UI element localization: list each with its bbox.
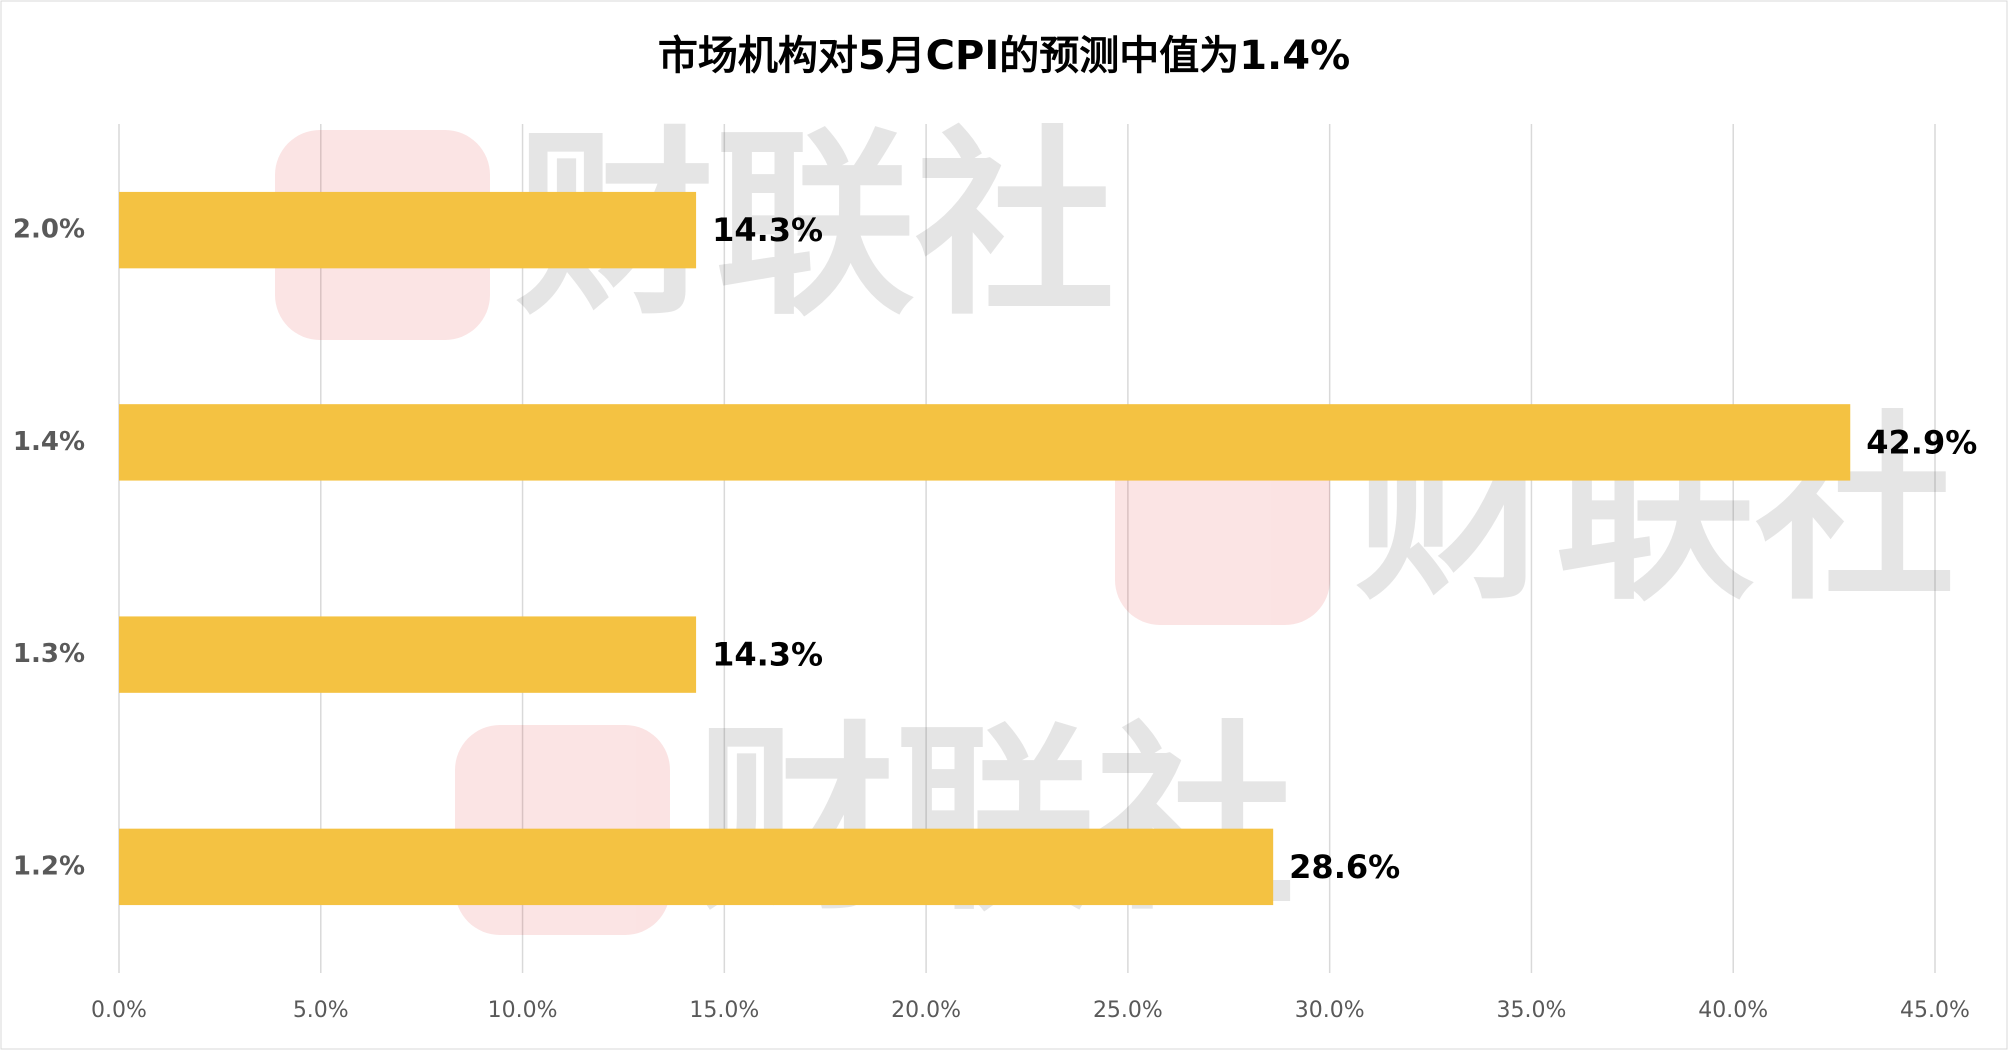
x-tick-label: 10.0% xyxy=(488,998,558,1023)
x-tick-label: 25.0% xyxy=(1093,998,1163,1023)
x-tick-label: 40.0% xyxy=(1698,998,1768,1023)
x-tick-label: 5.0% xyxy=(293,998,349,1023)
bar xyxy=(119,828,1274,906)
chart-title: 市场机构对5月CPI的预测中值为1.4% xyxy=(658,33,1350,79)
y-tick-label: 1.4% xyxy=(13,427,85,457)
x-tick-label: 35.0% xyxy=(1496,998,1566,1023)
x-tick-label: 0.0% xyxy=(91,998,147,1023)
data-label: 28.6% xyxy=(1289,848,1400,886)
bar xyxy=(119,404,1851,481)
x-tick-label: 45.0% xyxy=(1900,998,1970,1023)
y-tick-label: 1.2% xyxy=(13,851,85,881)
x-tick-label: 15.0% xyxy=(689,998,759,1023)
bar xyxy=(119,191,697,269)
bar xyxy=(119,616,697,693)
data-label: 14.3% xyxy=(712,636,823,674)
y-tick-label: 2.0% xyxy=(13,215,85,245)
x-tick-label: 30.0% xyxy=(1295,998,1365,1023)
x-tick-label: 20.0% xyxy=(891,998,961,1023)
data-label: 14.3% xyxy=(712,211,823,249)
data-label: 42.9% xyxy=(1866,423,1977,461)
y-tick-label: 1.3% xyxy=(13,639,85,669)
